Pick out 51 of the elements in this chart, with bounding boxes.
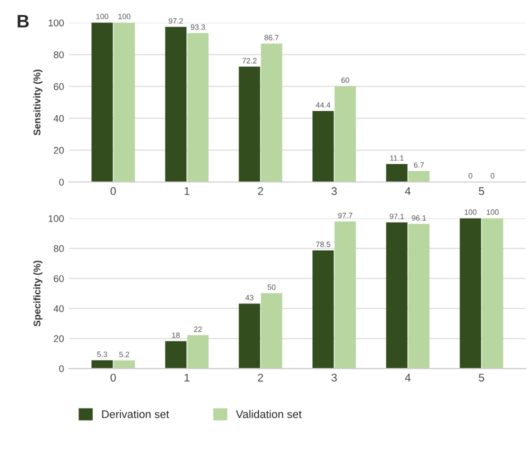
bar	[460, 218, 482, 369]
bar	[187, 33, 209, 182]
y-tick-label: 0	[59, 178, 64, 186]
bar	[334, 86, 356, 182]
text: B	[18, 14, 29, 28]
x-tick-label: 3	[332, 187, 337, 196]
y-tick-label: 0	[59, 365, 64, 372]
legend-label: Derivation set	[102, 410, 170, 418]
bar	[312, 250, 334, 369]
bar	[312, 110, 334, 182]
y-tick-label: 80	[54, 245, 64, 252]
bar	[260, 44, 282, 182]
y-tick-label: 40	[54, 305, 64, 312]
y-axis-title: Sensitivity (%)	[33, 70, 42, 136]
x-tick-label: 5	[478, 187, 484, 196]
bar	[386, 222, 408, 369]
bar	[238, 304, 260, 369]
bar	[334, 222, 356, 369]
x-tick-label: 0	[110, 187, 116, 196]
x-tick-label: 0	[110, 374, 116, 382]
bar	[114, 360, 135, 369]
x-tick-label: 1	[184, 187, 190, 195]
bar	[408, 170, 430, 182]
x-tick-label: 3	[332, 374, 337, 382]
bar	[114, 22, 135, 182]
bar	[165, 341, 186, 369]
x-tick-label: 2	[258, 187, 264, 195]
bar	[92, 22, 113, 182]
x-tick-label: 4	[405, 374, 411, 382]
y-tick-label: 100	[48, 19, 64, 26]
bar	[238, 66, 260, 182]
y-tick-label: 60	[54, 275, 64, 282]
y-tick-label: 20	[54, 335, 64, 342]
bar	[408, 224, 430, 369]
y-tick-label: 20	[54, 146, 64, 154]
x-tick-label: 1	[184, 374, 190, 382]
bar	[165, 26, 186, 182]
bar	[92, 360, 113, 369]
y-tick-label: 80	[54, 51, 64, 58]
bar	[386, 164, 408, 182]
bar	[187, 335, 209, 369]
y-tick-label: 60	[54, 83, 64, 90]
x-tick-label: 2	[258, 374, 264, 382]
x-tick-label: 4	[405, 187, 411, 195]
x-tick-label: 5	[478, 374, 484, 382]
y-tick-label: 40	[54, 115, 64, 122]
y-tick-label: 100	[48, 215, 64, 222]
legend-label: Validation set	[236, 410, 302, 418]
bar	[260, 293, 282, 369]
y-axis-title: Specificity (%)	[33, 260, 42, 326]
bar	[482, 218, 504, 369]
